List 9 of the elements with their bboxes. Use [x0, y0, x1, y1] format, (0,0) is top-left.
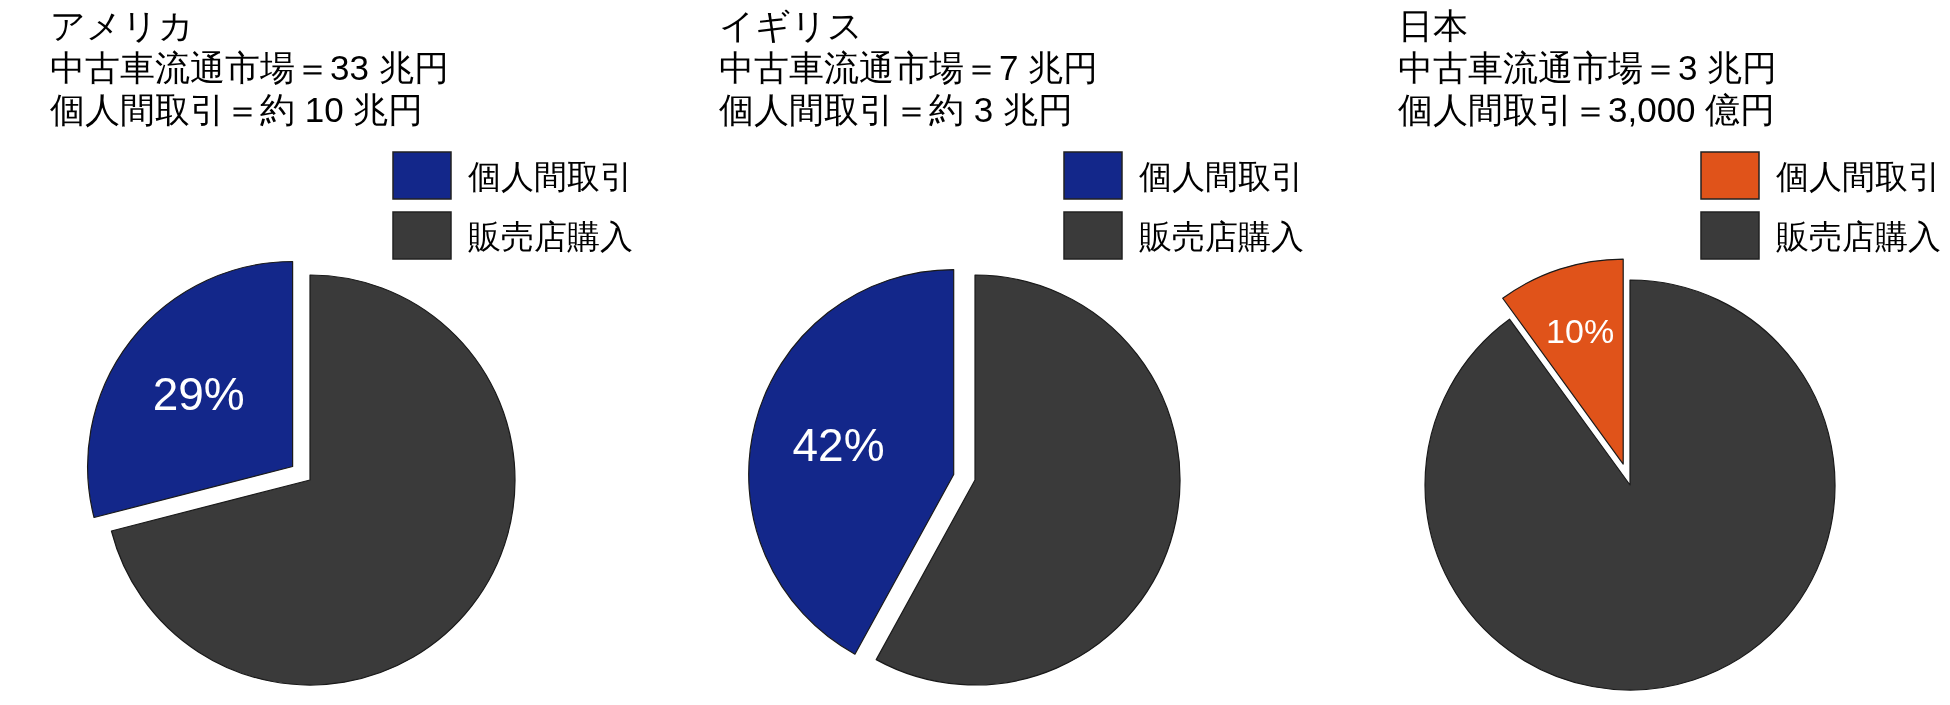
title: イギリス — [719, 6, 863, 45]
subtitle: 中古車流通市場＝7 兆円 — [719, 48, 1099, 87]
subtitle: 中古車流通市場＝3 兆円 — [1398, 48, 1778, 87]
title: 日本 — [1398, 6, 1468, 45]
annotation: 個人間取引＝約 3 兆円 — [719, 90, 1073, 129]
annotation: 個人間取引＝約 10 兆円 — [50, 90, 424, 129]
title: アメリカ — [50, 6, 194, 45]
subtitle: 中古車流通市場＝33 兆円 — [50, 48, 449, 87]
annotation: 個人間取引＝3,000 億円 — [1398, 90, 1776, 129]
